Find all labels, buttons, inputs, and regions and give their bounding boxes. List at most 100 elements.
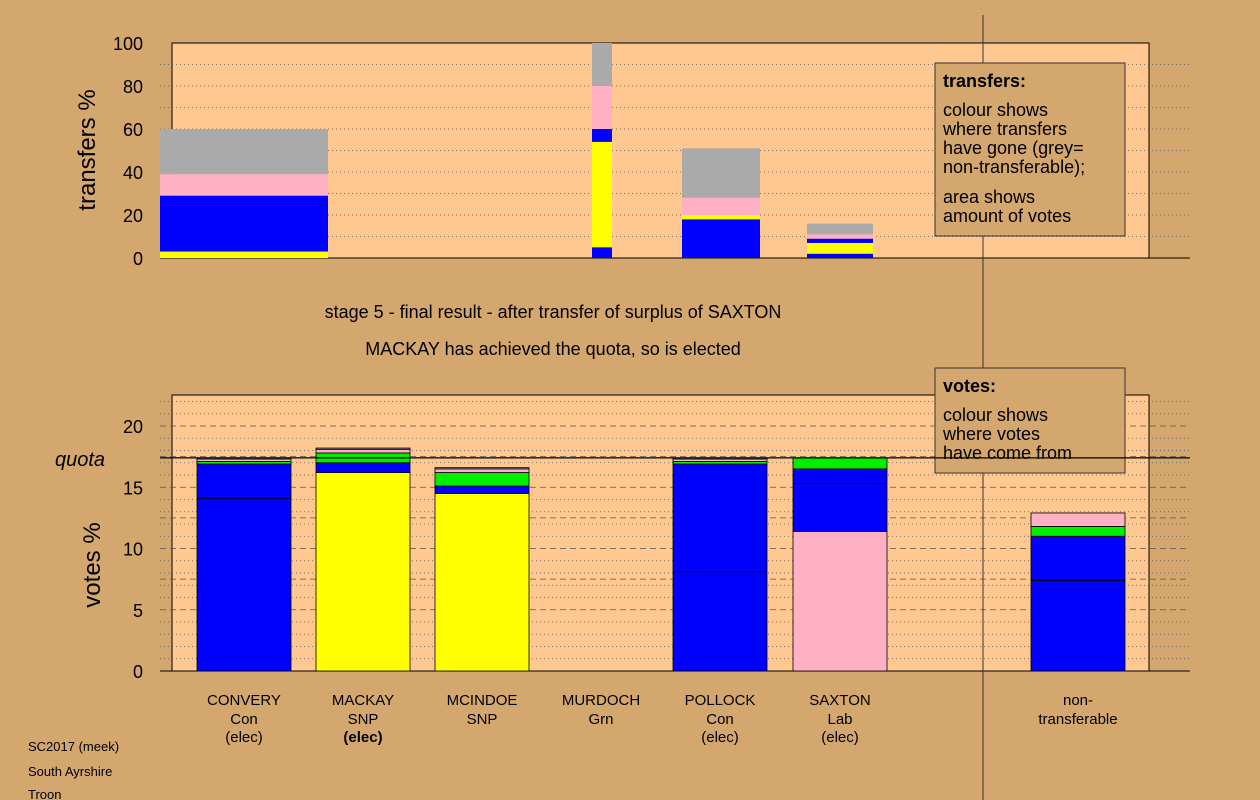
transfers-y-tick-label: 80 bbox=[123, 77, 143, 97]
transfers-segment-con bbox=[160, 195, 328, 252]
votes-segment-lab bbox=[434, 468, 530, 473]
votes-bar-non bbox=[1030, 512, 1126, 672]
transfers-segment-con bbox=[807, 253, 873, 258]
votes-legend-line-1: colour shows bbox=[943, 405, 1048, 425]
transfers-y-tick-label: 20 bbox=[123, 206, 143, 226]
candidate-status: (elec) bbox=[343, 729, 382, 746]
transfers-legend-box bbox=[934, 62, 1126, 237]
transfers-legend-line-3: have gone (grey= bbox=[943, 138, 1084, 158]
transfers-legend-line-6: amount of votes bbox=[943, 206, 1071, 226]
votes-segment-lab bbox=[1030, 512, 1126, 527]
votes-legend-line-3: have come from bbox=[943, 443, 1072, 463]
votes-segment-con bbox=[792, 468, 888, 532]
transfers-bar-murdoch bbox=[592, 43, 612, 258]
elected-caption: MACKAY has achieved the quota, so is ele… bbox=[365, 339, 741, 359]
votes-segment-lab bbox=[792, 530, 888, 672]
transfers-segment-con bbox=[807, 238, 873, 243]
transfers-segment-snp bbox=[592, 141, 612, 248]
transfers-segment-snp bbox=[682, 215, 760, 220]
transfers-segment-con bbox=[682, 219, 760, 258]
votes-y-tick-label: 15 bbox=[123, 478, 143, 498]
votes-segment-lab bbox=[315, 448, 411, 454]
votes-y-tick-label: 10 bbox=[123, 540, 143, 560]
transfers-y-tick-label: 0 bbox=[133, 249, 143, 269]
candidate-name: MURDOCH bbox=[562, 692, 640, 709]
transfers-segment-nontransferable bbox=[592, 43, 612, 86]
candidate-party: Lab bbox=[827, 711, 852, 728]
candidate-name: POLLOCK bbox=[685, 692, 756, 709]
transfers-segment-snp bbox=[160, 251, 328, 258]
candidate-labels: CONVERYCon(elec)MACKAYSNP(elec)MCINDOESN… bbox=[207, 692, 1118, 746]
candidate-party: transferable bbox=[1038, 711, 1117, 728]
transfers-axis-title: transfers % bbox=[74, 89, 101, 210]
votes-segment-con bbox=[315, 462, 411, 473]
candidate-status: (elec) bbox=[821, 729, 859, 746]
votes-segment-nontransferable bbox=[434, 467, 530, 470]
votes-segment-grn bbox=[434, 472, 530, 487]
transfers-bar-pollock bbox=[682, 148, 760, 258]
votes-segment-con bbox=[672, 463, 768, 672]
votes-y-tick-label: 20 bbox=[123, 417, 143, 437]
votes-axis-title: votes % bbox=[79, 522, 106, 607]
transfers-bars bbox=[160, 43, 873, 258]
votes-bar-mcindoe bbox=[434, 467, 530, 672]
votes-segment-snp bbox=[315, 472, 411, 672]
transfers-segment-lab bbox=[160, 174, 328, 196]
footer-line-1: SC2017 (meek) bbox=[28, 739, 119, 754]
votes-bar-saxton bbox=[792, 457, 888, 672]
votes-y-ticks: 0 5 10 15 20 bbox=[123, 417, 143, 682]
transfers-segment-con bbox=[592, 247, 612, 258]
transfers-legend-line-5: area shows bbox=[943, 187, 1035, 207]
candidate-status: (elec) bbox=[701, 729, 739, 746]
candidate-party: Con bbox=[706, 711, 734, 728]
votes-legend: votes: colour shows where votes have com… bbox=[934, 367, 1126, 474]
transfers-segment-lab bbox=[807, 234, 873, 239]
transfers-segment-lab bbox=[682, 197, 760, 215]
transfers-legend-line-4: non-transferable); bbox=[943, 157, 1085, 177]
candidate-party: SNP bbox=[348, 711, 379, 728]
transfers-segment-con bbox=[592, 129, 612, 142]
transfers-segment-nontransferable bbox=[682, 148, 760, 198]
votes-segment-con bbox=[1030, 535, 1126, 672]
candidate-name: non- bbox=[1063, 692, 1093, 709]
transfers-y-tick-label: 100 bbox=[113, 34, 143, 54]
votes-segment-grn bbox=[792, 457, 888, 470]
votes-bar-convery bbox=[196, 457, 292, 672]
candidate-name: CONVERY bbox=[207, 692, 281, 709]
footer-line-2: South Ayrshire bbox=[28, 764, 112, 779]
transfers-segment-nontransferable bbox=[160, 129, 328, 175]
votes-bar-mackay bbox=[315, 447, 411, 672]
transfers-segment-lab bbox=[592, 86, 612, 129]
quota-label: quota bbox=[55, 449, 105, 471]
votes-segment-nontransferable bbox=[315, 447, 411, 450]
votes-y-tick-label: 0 bbox=[133, 662, 143, 682]
transfers-segment-snp bbox=[807, 242, 873, 254]
votes-y-tick-label: 5 bbox=[133, 601, 143, 621]
votes-legend-box bbox=[934, 367, 1126, 474]
transfers-bar-saxton bbox=[807, 223, 873, 258]
transfers-legend: transfers: colour shows where transfers … bbox=[934, 62, 1126, 237]
votes-segment-grn bbox=[1030, 526, 1126, 537]
transfers-grid bbox=[160, 64, 1190, 259]
transfers-y-ticks: 0 20 40 60 80 100 bbox=[113, 34, 143, 269]
transfers-legend-line-2: where transfers bbox=[942, 119, 1067, 139]
votes-bar-pollock bbox=[672, 457, 768, 672]
candidate-party: Con bbox=[230, 711, 258, 728]
candidate-party: Grn bbox=[588, 711, 613, 728]
transfers-legend-line-1: colour shows bbox=[943, 100, 1048, 120]
votes-segment-snp bbox=[434, 492, 530, 672]
votes-segment-con bbox=[196, 463, 292, 672]
transfers-bar-convery bbox=[160, 129, 328, 258]
candidate-party: SNP bbox=[467, 711, 498, 728]
candidate-name: MACKAY bbox=[332, 692, 394, 709]
votes-legend-title: votes: bbox=[943, 376, 996, 396]
footer-line-3: Troon bbox=[28, 787, 61, 800]
votes-segment-con bbox=[434, 485, 530, 494]
candidate-status: (elec) bbox=[225, 729, 263, 746]
transfers-segment-nontransferable bbox=[807, 223, 873, 235]
transfers-y-tick-label: 40 bbox=[123, 163, 143, 183]
candidate-name: MCINDOE bbox=[447, 692, 518, 709]
stage-caption: stage 5 - final result - after transfer … bbox=[325, 302, 782, 322]
